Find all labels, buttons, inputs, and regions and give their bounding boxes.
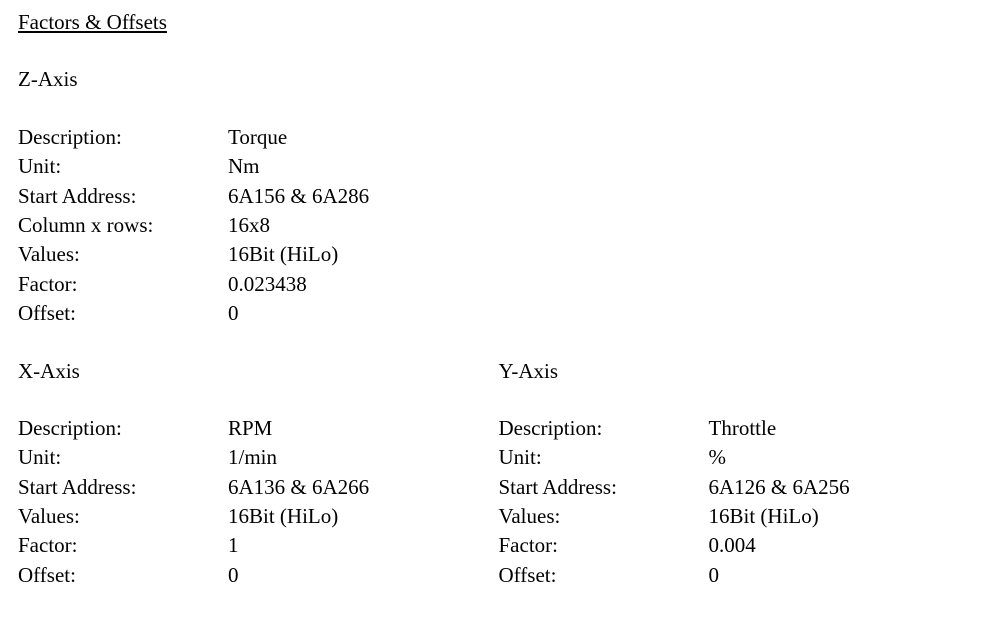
y-axis-column: Y-Axis Description: Throttle Unit: % Sta…	[499, 357, 980, 618]
kv-key: Offset:	[18, 299, 228, 328]
kv-key: Offset:	[18, 561, 228, 590]
x-axis-heading: X-Axis	[18, 357, 499, 386]
kv-val: 6A126 & 6A256	[709, 473, 850, 502]
kv-row: Values: 16Bit (HiLo)	[18, 502, 499, 531]
kv-key: Description:	[18, 123, 228, 152]
kv-key: Description:	[18, 414, 228, 443]
kv-row: Offset: 0	[499, 561, 980, 590]
kv-row: Values: 16Bit (HiLo)	[18, 240, 979, 269]
kv-val: Torque	[228, 123, 287, 152]
kv-val: 0	[228, 561, 239, 590]
kv-val: 16Bit (HiLo)	[228, 502, 338, 531]
kv-key: Values:	[499, 502, 709, 531]
z-axis-heading: Z-Axis	[18, 65, 979, 94]
kv-row: Unit: Nm	[18, 152, 979, 181]
page-title: Factors & Offsets	[18, 8, 979, 37]
x-axis-block: Description: RPM Unit: 1/min Start Addre…	[18, 414, 499, 590]
kv-key: Offset:	[499, 561, 709, 590]
kv-val: Throttle	[709, 414, 777, 443]
kv-key: Factor:	[18, 270, 228, 299]
x-axis-column: X-Axis Description: RPM Unit: 1/min Star…	[18, 357, 499, 618]
kv-row: Factor: 0.023438	[18, 270, 979, 299]
kv-row: Start Address: 6A156 & 6A286	[18, 182, 979, 211]
kv-row: Offset: 0	[18, 561, 499, 590]
kv-val: 16Bit (HiLo)	[228, 240, 338, 269]
kv-val: 1	[228, 531, 239, 560]
y-axis-heading: Y-Axis	[499, 357, 980, 386]
kv-val: 0	[709, 561, 720, 590]
kv-row: Values: 16Bit (HiLo)	[499, 502, 980, 531]
z-axis-block: Description: Torque Unit: Nm Start Addre…	[18, 123, 979, 329]
kv-val: Nm	[228, 152, 260, 181]
kv-key: Values:	[18, 502, 228, 531]
kv-key: Unit:	[18, 443, 228, 472]
kv-row: Unit: %	[499, 443, 980, 472]
kv-row: Offset: 0	[18, 299, 979, 328]
kv-key: Factor:	[18, 531, 228, 560]
kv-row: Description: RPM	[18, 414, 499, 443]
kv-row: Description: Torque	[18, 123, 979, 152]
kv-key: Unit:	[499, 443, 709, 472]
kv-row: Factor: 0.004	[499, 531, 980, 560]
kv-row: Column x rows: 16x8	[18, 211, 979, 240]
kv-row: Factor: 1	[18, 531, 499, 560]
kv-val: 6A156 & 6A286	[228, 182, 369, 211]
kv-val: 6A136 & 6A266	[228, 473, 369, 502]
kv-row: Start Address: 6A126 & 6A256	[499, 473, 980, 502]
kv-val: 16x8	[228, 211, 270, 240]
kv-key: Values:	[18, 240, 228, 269]
xy-columns: X-Axis Description: RPM Unit: 1/min Star…	[18, 357, 979, 618]
kv-val: 0.023438	[228, 270, 307, 299]
kv-val: 16Bit (HiLo)	[709, 502, 819, 531]
kv-key: Description:	[499, 414, 709, 443]
kv-val: 0	[228, 299, 239, 328]
kv-key: Start Address:	[499, 473, 709, 502]
kv-row: Unit: 1/min	[18, 443, 499, 472]
kv-val: 1/min	[228, 443, 277, 472]
kv-key: Start Address:	[18, 473, 228, 502]
kv-row: Start Address: 6A136 & 6A266	[18, 473, 499, 502]
kv-key: Start Address:	[18, 182, 228, 211]
kv-key: Unit:	[18, 152, 228, 181]
y-axis-block: Description: Throttle Unit: % Start Addr…	[499, 414, 980, 590]
kv-key: Factor:	[499, 531, 709, 560]
kv-val: %	[709, 443, 727, 472]
kv-key: Column x rows:	[18, 211, 228, 240]
kv-val: 0.004	[709, 531, 756, 560]
kv-row: Description: Throttle	[499, 414, 980, 443]
kv-val: RPM	[228, 414, 272, 443]
